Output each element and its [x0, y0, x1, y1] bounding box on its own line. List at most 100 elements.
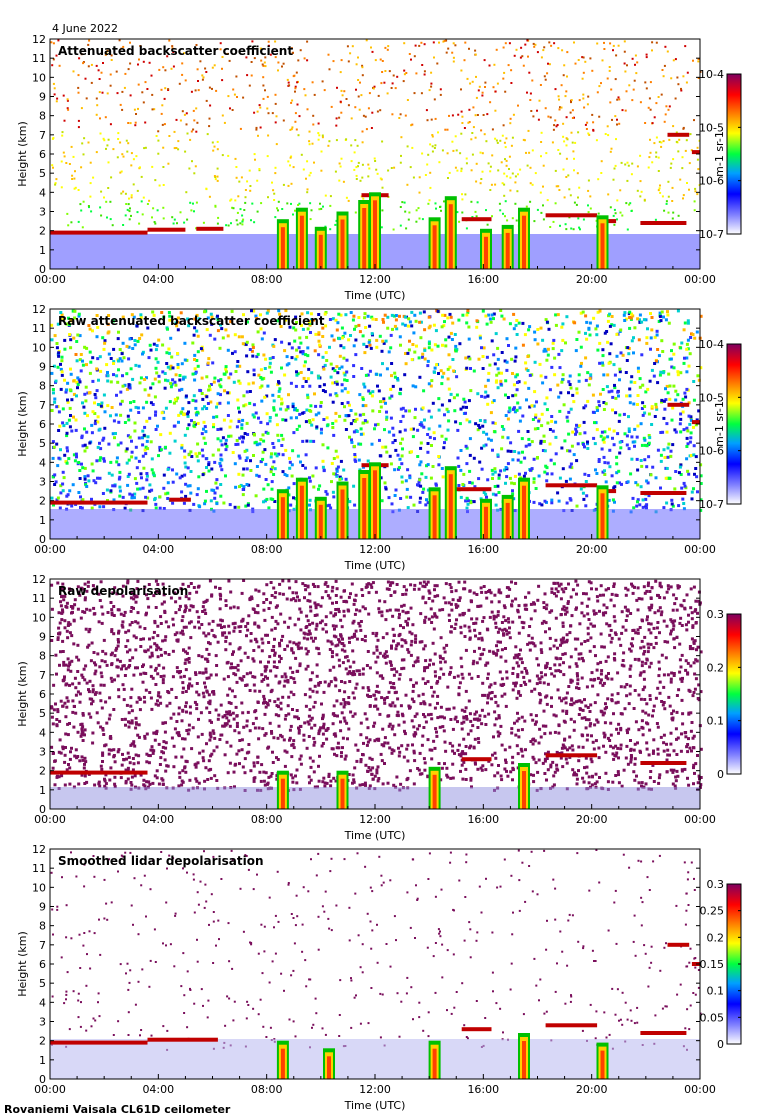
cloud-layer	[50, 1040, 148, 1045]
x-tick-label: 16:00	[467, 273, 499, 286]
cloud-layer	[545, 213, 598, 218]
colorbar-tick-label: 0	[717, 768, 724, 781]
cloud-layer	[667, 402, 690, 407]
cloud-layer	[640, 221, 687, 225]
cloud-layer	[691, 962, 700, 966]
y-tick-label: 1	[39, 784, 46, 797]
cloud-layer	[461, 1027, 492, 1032]
y-tick-label: 9	[39, 91, 46, 104]
y-tick-label: 4	[39, 996, 46, 1009]
convective-cell	[369, 192, 381, 269]
cloud-layer	[461, 757, 492, 762]
x-tick-label: 08:00	[251, 273, 283, 286]
y-tick-label: 10	[32, 881, 46, 894]
y-axis-label: Height (km)	[16, 391, 29, 457]
convective-cell	[314, 496, 327, 539]
convective-cell	[314, 226, 327, 269]
y-tick-label: 5	[39, 437, 46, 450]
convective-cell	[428, 217, 441, 270]
convective-cell	[276, 1040, 289, 1079]
colorbar-tick-label: 0.3	[707, 608, 725, 621]
convective-cell	[501, 224, 514, 269]
convective-cell	[518, 477, 530, 539]
colorbar-tick-label: 0.15	[700, 958, 725, 971]
x-tick-label: 00:00	[34, 1083, 66, 1096]
colorbar-tick-label: 10-6	[699, 175, 724, 188]
x-axis-label: Time (UTC)	[344, 289, 406, 302]
x-tick-label: 00:00	[684, 273, 716, 286]
figure-footer: Rovaniemi Vaisala CL61D ceilometer	[4, 1103, 231, 1116]
cloud-layer	[691, 150, 700, 155]
y-tick-label: 9	[39, 901, 46, 914]
convective-cell	[276, 770, 289, 809]
y-tick-label: 5	[39, 167, 46, 180]
y-tick-label: 10	[32, 611, 46, 624]
convective-cell	[369, 462, 381, 539]
colorbar-tick-label: 0.1	[707, 985, 725, 998]
figure-date: 4 June 2022	[52, 22, 118, 35]
y-axis-label: Height (km)	[16, 931, 29, 997]
y-tick-label: 5	[39, 707, 46, 720]
y-tick-label: 6	[39, 418, 46, 431]
colorbar-tick-label: 10-4	[699, 68, 724, 81]
y-tick-label: 11	[32, 322, 46, 335]
convective-cell	[323, 1048, 335, 1079]
colorbar: 0 0.1 0.2 0.3	[707, 608, 742, 781]
y-tick-label: 7	[39, 129, 46, 142]
x-tick-label: 08:00	[251, 543, 283, 556]
y-tick-label: 11	[32, 592, 46, 605]
y-tick-label: 0	[39, 803, 46, 816]
y-tick-label: 3	[39, 476, 46, 489]
y-tick-label: 1	[39, 1054, 46, 1067]
colorbar-tick-label: 10-5	[699, 121, 724, 134]
y-tick-label: 6	[39, 148, 46, 161]
cloud-layer	[667, 942, 690, 947]
y-tick-label: 0	[39, 263, 46, 276]
colorbar-tick-label: 10-6	[699, 445, 724, 458]
heatmap-texture	[50, 39, 702, 269]
y-tick-label: 11	[32, 52, 46, 65]
y-tick-label: 3	[39, 1016, 46, 1029]
cloud-layer	[640, 1031, 687, 1035]
colorbar-tick-label: 0.3	[707, 878, 725, 891]
x-tick-label: 12:00	[359, 543, 391, 556]
x-tick-label: 04:00	[142, 273, 174, 286]
x-tick-label: 12:00	[359, 1083, 391, 1096]
x-tick-label: 00:00	[34, 543, 66, 556]
y-tick-label: 2	[39, 765, 46, 778]
colorbar-unit: m-1 sr-1	[713, 401, 726, 447]
convective-cell	[336, 211, 349, 269]
y-tick-label: 0	[39, 1073, 46, 1086]
x-axis-label: Time (UTC)	[344, 559, 406, 572]
convective-cell	[444, 196, 457, 269]
x-tick-label: 00:00	[34, 813, 66, 826]
y-tick-label: 12	[32, 303, 46, 316]
cloud-layer	[545, 753, 598, 758]
y-tick-label: 9	[39, 631, 46, 644]
x-tick-label: 00:00	[684, 543, 716, 556]
y-tick-label: 3	[39, 746, 46, 759]
colorbar-tick-label: 0	[717, 1038, 724, 1051]
convective-cell	[358, 200, 371, 269]
colorbar-gradient	[726, 613, 742, 775]
y-tick-label: 12	[32, 33, 46, 46]
convective-cell	[295, 477, 308, 539]
convective-cell	[596, 485, 609, 539]
cloud-layer	[545, 1023, 598, 1028]
convective-cell	[358, 470, 371, 539]
x-tick-label: 16:00	[467, 813, 499, 826]
colorbar-gradient	[726, 73, 742, 235]
y-tick-label: 7	[39, 399, 46, 412]
convective-cell	[428, 766, 441, 809]
x-tick-label: 00:00	[34, 273, 66, 286]
convective-cell	[518, 1033, 530, 1079]
cloud-layer	[147, 1037, 218, 1042]
cloud-layer	[640, 761, 687, 765]
convective-cell	[596, 215, 609, 269]
y-tick-label: 12	[32, 843, 46, 856]
convective-cell	[336, 481, 349, 539]
x-tick-label: 04:00	[142, 1083, 174, 1096]
